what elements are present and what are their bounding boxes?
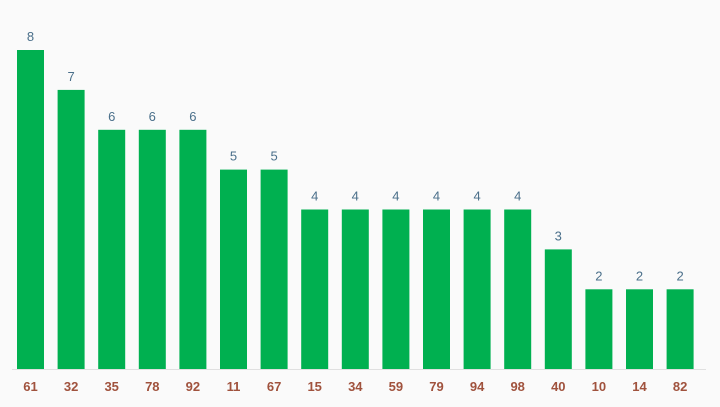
value-label-40: 3 [555, 228, 562, 243]
value-label-67: 5 [270, 149, 277, 164]
bar-82 [666, 289, 694, 370]
bar-92 [179, 129, 207, 370]
category-label-10: 10 [592, 379, 606, 394]
value-label-14: 2 [636, 268, 643, 283]
bar-79 [423, 209, 450, 369]
value-label-92: 6 [189, 109, 196, 124]
category-labels-layer: 61 32 35 78 92 11 67 15 34 59 79 94 98 40 10 14 82 [23, 379, 687, 394]
bar-78 [138, 129, 166, 370]
bar-10 [585, 289, 613, 370]
value-label-94: 4 [473, 189, 480, 204]
value-label-35: 6 [108, 109, 115, 124]
bar-15 [301, 209, 329, 369]
category-label-98: 98 [510, 379, 524, 394]
category-label-14: 14 [632, 379, 647, 394]
bar-34 [341, 209, 369, 369]
bar-67 [260, 169, 288, 369]
bars-layer [17, 50, 694, 370]
category-label-11: 11 [227, 379, 241, 394]
category-label-34: 34 [348, 379, 363, 394]
category-label-82: 82 [673, 379, 687, 394]
category-label-40: 40 [551, 379, 565, 394]
category-label-92: 92 [186, 379, 200, 394]
bar-32 [57, 89, 85, 370]
value-label-15: 4 [311, 189, 318, 204]
value-label-61: 8 [27, 29, 34, 44]
value-label-11: 5 [230, 149, 237, 164]
bar-14 [626, 289, 653, 370]
value-label-59: 4 [392, 189, 399, 204]
category-label-94: 94 [470, 379, 485, 394]
value-label-79: 4 [433, 189, 440, 204]
category-label-59: 59 [389, 379, 403, 394]
value-labels-layer: 8 7 6 6 6 5 5 4 4 4 4 4 4 3 2 2 2 [27, 29, 684, 283]
value-label-34: 4 [352, 189, 359, 204]
category-label-35: 35 [104, 379, 118, 394]
category-label-78: 78 [145, 379, 159, 394]
category-label-61: 61 [23, 379, 37, 394]
value-label-32: 7 [67, 69, 74, 84]
bar-94 [463, 209, 491, 369]
bar-11 [220, 169, 247, 369]
bar-59 [382, 209, 410, 369]
category-label-67: 67 [267, 379, 281, 394]
category-label-32: 32 [64, 379, 78, 394]
value-label-98: 4 [514, 189, 521, 204]
value-label-78: 6 [149, 109, 156, 124]
category-label-15: 15 [307, 379, 321, 394]
value-label-10: 2 [595, 268, 602, 283]
bar-35 [98, 129, 126, 370]
bar-98 [504, 209, 532, 369]
category-label-79: 79 [429, 379, 443, 394]
value-label-82: 2 [676, 268, 683, 283]
bar-61 [17, 50, 44, 369]
bar-40 [544, 249, 572, 369]
